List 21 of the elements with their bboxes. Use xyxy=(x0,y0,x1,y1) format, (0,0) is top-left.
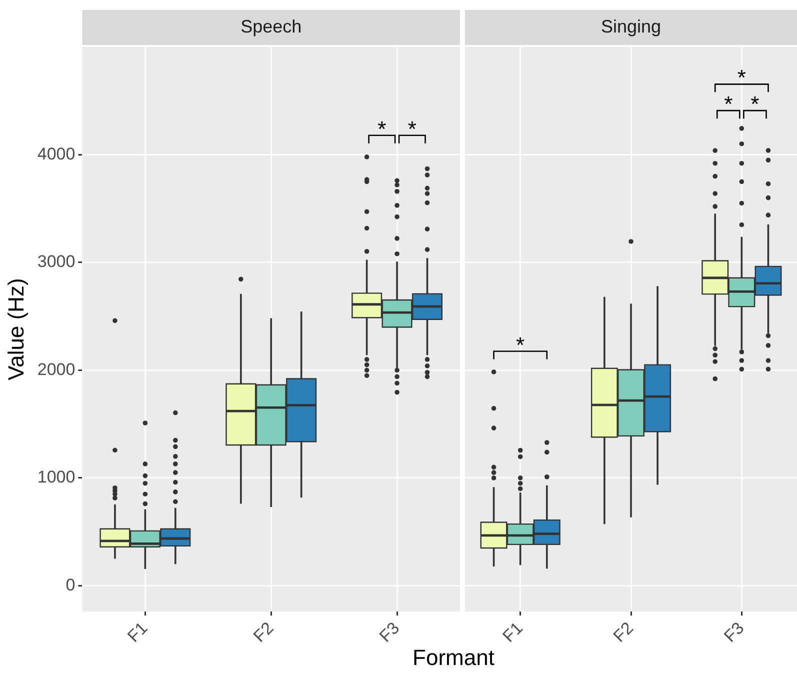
annotation: * xyxy=(408,116,417,142)
annotation: * xyxy=(750,92,760,117)
y-tick-label: 1000 xyxy=(37,468,76,487)
x-tick-label: F1 xyxy=(499,618,526,646)
y-tick-label: 0 xyxy=(66,575,76,594)
x-tick-label: F2 xyxy=(610,618,638,646)
y-axis-title: Value (Hz) xyxy=(3,278,28,380)
annotation: * xyxy=(724,92,734,117)
chart-title: Singing xyxy=(600,16,662,36)
y-tick-label: 3000 xyxy=(37,252,76,272)
x-tick-label: F3 xyxy=(720,618,748,646)
y-tick-label: 4000 xyxy=(37,144,76,164)
x-tick-label: F3 xyxy=(376,618,404,646)
x-axis-title: Formant xyxy=(412,645,496,671)
x-tick-label: F1 xyxy=(124,618,152,646)
chart-title: Speech xyxy=(240,16,302,36)
x-tick-label: F2 xyxy=(250,618,278,646)
annotation: * xyxy=(378,116,387,142)
y-tick-label: 2000 xyxy=(37,360,76,379)
annotation: * xyxy=(737,65,746,90)
annotation: * xyxy=(516,332,526,358)
